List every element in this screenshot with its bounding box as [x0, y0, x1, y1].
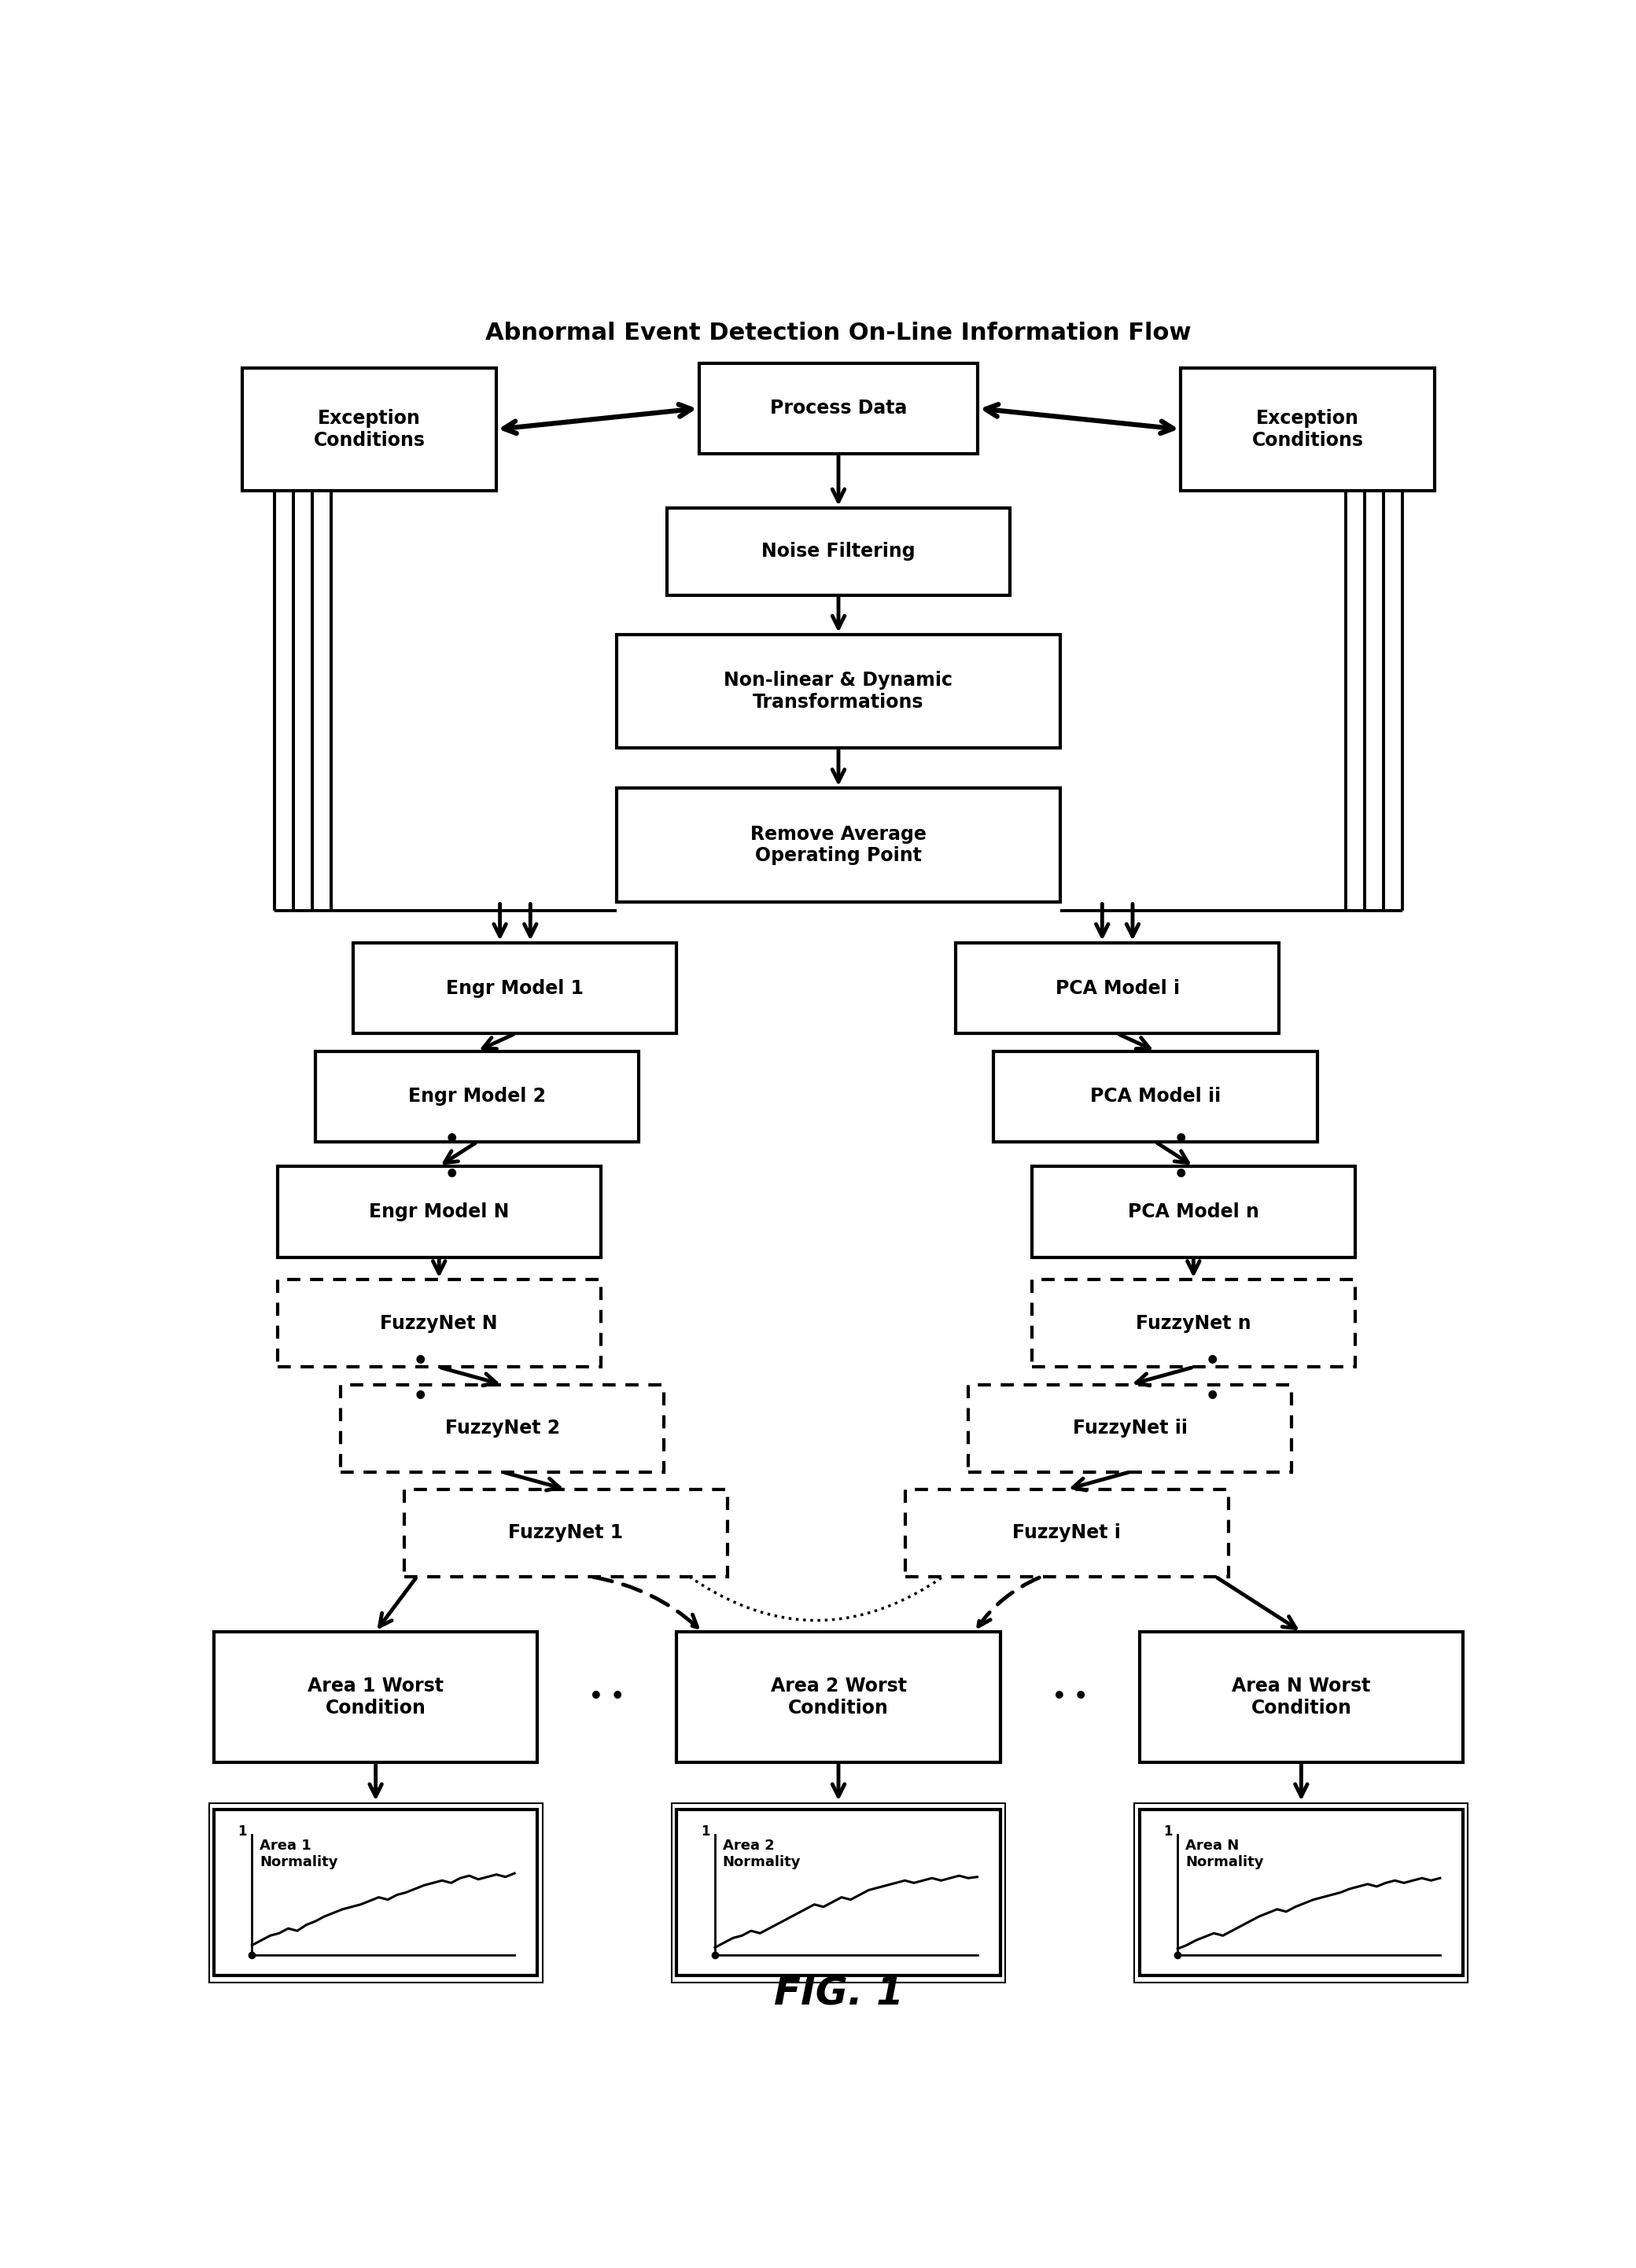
Text: Non-linear & Dynamic
Transformations: Non-linear & Dynamic Transformations [725, 671, 952, 712]
FancyBboxPatch shape [672, 1803, 1005, 1982]
FancyBboxPatch shape [1140, 1631, 1463, 1762]
Text: •: • [1204, 1349, 1220, 1374]
Text: •: • [1173, 1129, 1188, 1152]
Text: •: • [1204, 1386, 1220, 1408]
FancyBboxPatch shape [278, 1279, 600, 1368]
FancyBboxPatch shape [1134, 1803, 1467, 1982]
Text: Abnormal Event Detection On-Line Information Flow: Abnormal Event Detection On-Line Informa… [486, 322, 1191, 345]
FancyBboxPatch shape [993, 1050, 1317, 1141]
Text: Engr Model 2: Engr Model 2 [409, 1086, 546, 1107]
Text: • •: • • [1052, 1685, 1088, 1708]
Text: 1: 1 [1163, 1823, 1173, 1839]
FancyBboxPatch shape [617, 789, 1060, 903]
Text: Area 2 Worst
Condition: Area 2 Worst Condition [771, 1676, 906, 1717]
Text: Process Data: Process Data [771, 399, 906, 417]
FancyBboxPatch shape [677, 1810, 1000, 1975]
FancyBboxPatch shape [209, 1803, 543, 1982]
FancyBboxPatch shape [1032, 1166, 1355, 1256]
FancyBboxPatch shape [316, 1050, 638, 1141]
Text: FuzzyNet 2: FuzzyNet 2 [445, 1420, 560, 1438]
FancyBboxPatch shape [617, 635, 1060, 748]
FancyBboxPatch shape [1032, 1279, 1355, 1368]
Text: •: • [412, 1386, 427, 1408]
Text: FIG. 1: FIG. 1 [774, 1975, 903, 2014]
Text: FuzzyNet ii: FuzzyNet ii [1073, 1420, 1188, 1438]
Text: •: • [443, 1163, 460, 1186]
FancyBboxPatch shape [214, 1810, 537, 1975]
Text: FuzzyNet 1: FuzzyNet 1 [509, 1524, 623, 1542]
Text: 1: 1 [700, 1823, 710, 1839]
FancyBboxPatch shape [905, 1490, 1229, 1576]
Text: Engr Model N: Engr Model N [368, 1202, 509, 1220]
Text: Exception
Conditions: Exception Conditions [314, 408, 425, 449]
FancyBboxPatch shape [699, 363, 978, 454]
FancyBboxPatch shape [278, 1166, 600, 1256]
Text: Noise Filtering: Noise Filtering [761, 542, 916, 560]
FancyBboxPatch shape [667, 508, 1009, 594]
Text: •: • [412, 1349, 427, 1374]
Text: PCA Model n: PCA Model n [1127, 1202, 1260, 1220]
Text: •: • [443, 1129, 460, 1152]
Text: Area 2
Normality: Area 2 Normality [723, 1839, 800, 1869]
Text: Area 1
Normality: Area 1 Normality [260, 1839, 339, 1869]
Text: 1: 1 [237, 1823, 247, 1839]
FancyBboxPatch shape [1140, 1810, 1463, 1975]
Text: PCA Model i: PCA Model i [1055, 980, 1180, 998]
FancyBboxPatch shape [340, 1383, 664, 1472]
Text: Engr Model 1: Engr Model 1 [447, 980, 584, 998]
Text: •: • [1173, 1163, 1188, 1186]
Text: FuzzyNet n: FuzzyNet n [1135, 1313, 1252, 1334]
Text: FuzzyNet N: FuzzyNet N [380, 1313, 497, 1334]
Text: Area 1 Worst
Condition: Area 1 Worst Condition [308, 1676, 443, 1717]
FancyBboxPatch shape [1181, 367, 1435, 490]
FancyBboxPatch shape [677, 1631, 1000, 1762]
Text: Exception
Conditions: Exception Conditions [1252, 408, 1363, 449]
FancyBboxPatch shape [353, 943, 677, 1034]
FancyBboxPatch shape [955, 943, 1279, 1034]
Text: Area N Worst
Condition: Area N Worst Condition [1232, 1676, 1371, 1717]
Text: FuzzyNet i: FuzzyNet i [1013, 1524, 1121, 1542]
Text: Remove Average
Operating Point: Remove Average Operating Point [751, 826, 926, 866]
FancyBboxPatch shape [404, 1490, 728, 1576]
Text: PCA Model ii: PCA Model ii [1090, 1086, 1220, 1107]
FancyBboxPatch shape [242, 367, 496, 490]
Text: Area N
Normality: Area N Normality [1184, 1839, 1263, 1869]
FancyBboxPatch shape [969, 1383, 1292, 1472]
Text: • •: • • [589, 1685, 625, 1708]
FancyBboxPatch shape [214, 1631, 537, 1762]
